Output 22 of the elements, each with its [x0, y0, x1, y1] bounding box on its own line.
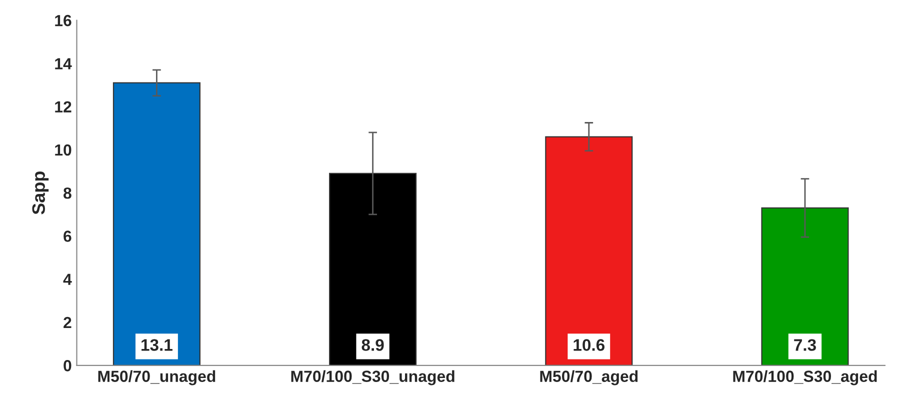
- x-tick-label: M50/70_aged: [540, 370, 638, 386]
- bar: [329, 172, 417, 366]
- y-tick-label: 0: [64, 360, 72, 372]
- y-tick-label: 4: [63, 274, 72, 285]
- y-tick-label: 14: [55, 58, 72, 70]
- y-axis-title: Sapp: [32, 172, 49, 214]
- data-label: 10.6: [574, 339, 605, 351]
- data-label: 7.3: [794, 339, 816, 351]
- x-tick-label: M50/70_unaged: [98, 370, 216, 386]
- y-tick-label: 16: [55, 14, 72, 26]
- bar: [761, 207, 849, 366]
- bar: [112, 82, 200, 366]
- y-tick-label: 10: [55, 144, 72, 156]
- data-label: 13.1: [142, 339, 172, 351]
- y-tick-label: 8: [64, 187, 72, 199]
- y-tick-label: 12: [55, 101, 72, 112]
- y-tick-label: 2: [64, 316, 72, 328]
- bar: [545, 136, 633, 366]
- y-tick-label: 6: [64, 230, 72, 242]
- data-label: 8.9: [362, 339, 384, 351]
- x-tick-label: M70/100_S30_unaged: [291, 370, 454, 386]
- x-tick-label: M70/100_S30_aged: [733, 370, 877, 386]
